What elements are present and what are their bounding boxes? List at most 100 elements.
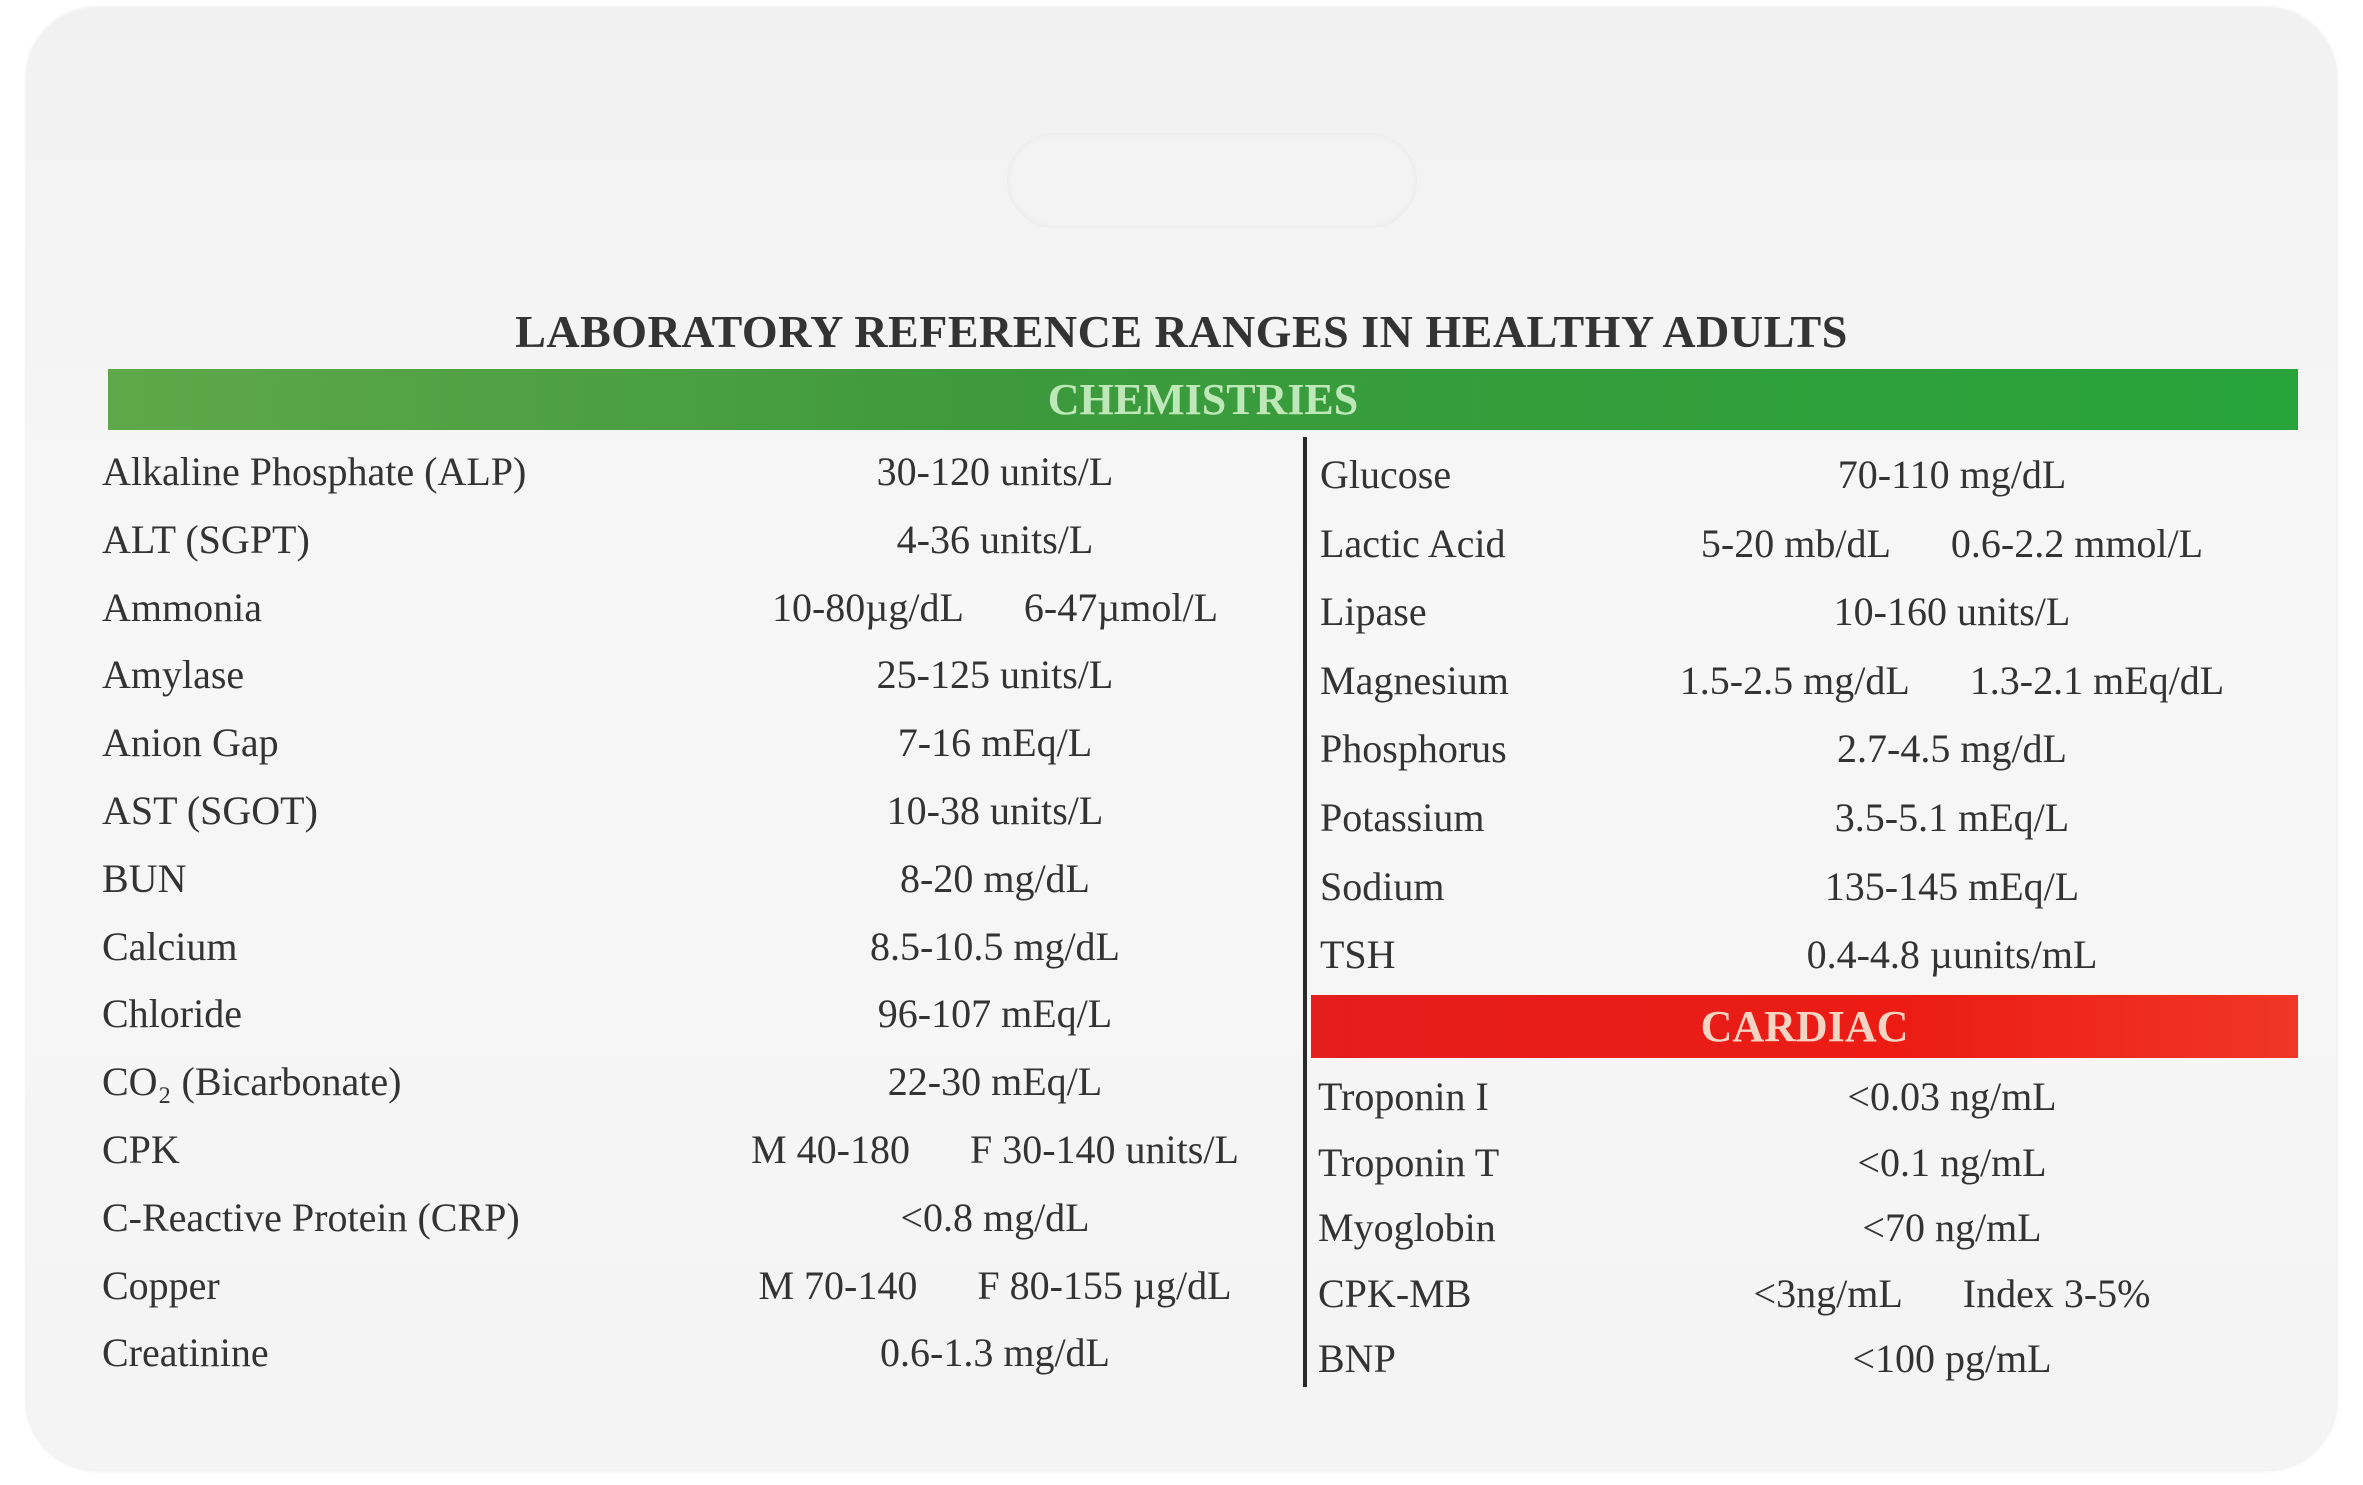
row-label: Amylase [102,652,245,698]
row-label: Glucose [1320,452,1452,497]
reference-range: M 70-140 [758,1262,918,1308]
reference-range: 6-47µmol/L [1023,584,1219,630]
row-values: 3.5-5.1 mEq/L [1835,788,2069,848]
reference-range: 0.6-1.3 mg/dL [880,1330,1110,1376]
row-values: <0.1 ng/mL [1857,1133,2046,1193]
table-row: Amylase 25-125 units/L [0,645,2363,705]
reference-range: <3ng/mL [1753,1270,1903,1316]
table-row: Anion Gap 7-16 mEq/L [0,713,2363,773]
row-values: 8-20 mg/dL [900,849,1090,909]
table-row: CPK-MB <3ng/mL Index 3-5% [0,1264,2363,1324]
row-label: Ammonia [102,584,262,630]
row-label: BUN [102,855,187,901]
card [27,8,2336,1470]
section-heading: CHEMISTRIES [108,369,2298,430]
row-label: Troponin I [1318,1074,1489,1119]
reference-range: 10-160 units/L [1833,589,2071,635]
row-values: 10-160 units/L [1834,582,2071,642]
table-row: Potassium 3.5-5.1 mEq/L [0,788,2363,848]
table-row: Creatinine 0.6-1.3 mg/dL [0,1323,2363,1383]
row-values: 5-20 mb/dL 0.6-2.2 mmol/L [1701,514,2203,574]
row-values: 25-125 units/L [877,645,1114,705]
reference-range: 10-38 units/L [886,788,1104,833]
reference-range: F 30-140 units/L [969,1127,1239,1172]
row-label: BNP [1318,1336,1396,1381]
reference-range: <0.8 mg/dL [900,1194,1090,1240]
badge-slot [1007,133,1417,228]
reference-range: 25-125 units/L [876,652,1114,698]
row-label: Phosphorus [1320,726,1507,772]
row-values: 4-36 units/L [897,510,1094,570]
table-row: AST (SGOT) 10-38 units/L [0,781,2363,841]
table-row: Lipase 10-160 units/L [0,582,2363,642]
reference-range: 2.7-4.5 mg/dL [1837,726,2067,772]
row-label: Chloride [102,991,242,1037]
table-row: CPK M 40-180 F 30-140 units/L [0,1120,2363,1180]
row-values: <0.03 ng/mL [1847,1067,2056,1127]
row-values: <70 ng/mL [1862,1198,2041,1258]
row-label: CO₂ (Bicarbonate) [102,1059,402,1105]
row-values: M 70-140 F 80-155 µg/dL [758,1256,1231,1316]
table-row: ALT (SGPT) 4-36 units/L [0,510,2363,570]
section-heading: CARDIAC [1311,995,2298,1058]
table-row: Myoglobin <70 ng/mL [0,1198,2363,1258]
table-row: Lactic Acid 5-20 mb/dL 0.6-2.2 mmol/L [0,514,2363,574]
row-values: <3ng/mL Index 3-5% [1754,1264,2151,1324]
reference-range: 135-145 mEq/L [1824,863,2080,909]
reference-range: Index 3-5% [1962,1270,2151,1316]
table-row: Troponin T <0.1 ng/mL [0,1133,2363,1193]
reference-range: 0.4-4.8 µunits/mL [1806,932,2098,978]
row-label: CPK-MB [1318,1270,1472,1316]
reference-range: <0.03 ng/mL [1847,1074,2057,1119]
table-row: CO₂ (Bicarbonate) 22-30 mEq/L [0,1052,2363,1112]
row-label: Troponin T [1318,1139,1500,1185]
row-label: Creatinine [102,1330,269,1376]
table-row: C-Reactive Protein (CRP) <0.8 mg/dL [0,1188,2363,1248]
row-values: <0.8 mg/dL [900,1188,1089,1248]
row-values: M 40-180 F 30-140 units/L [751,1120,1239,1180]
row-label: TSH [1320,932,1396,978]
row-label: Anion Gap [102,720,279,766]
reference-range: 96-107 mEq/L [877,991,1113,1037]
row-values: <100 pg/mL [1852,1329,2051,1389]
reference-range: 0.6-2.2 mmol/L [1950,520,2204,566]
reference-range: <0.1 ng/mL [1857,1139,2047,1185]
row-label: Potassium [1320,795,1485,840]
reference-range: 5-20 mb/dL [1700,520,1891,566]
reference-range: 10-80µg/dL [771,584,964,630]
row-values: 8.5-10.5 mg/dL [870,917,1120,977]
table-row: TSH 0.4-4.8 µunits/mL [0,925,2363,985]
row-label: Lipase [1320,589,1427,635]
row-label: AST (SGOT) [102,788,318,833]
reference-range: M 40-180 [751,1127,910,1172]
row-label: Alkaline Phosphate (ALP) [102,449,527,494]
table-row: Alkaline Phosphate (ALP) 30-120 units/L [0,442,2363,502]
row-label: Sodium [1320,863,1445,909]
reference-range: 8.5-10.5 mg/dL [870,923,1120,969]
table-row: Phosphorus 2.7-4.5 mg/dL [0,719,2363,779]
table-row: Sodium 135-145 mEq/L [0,857,2363,917]
row-values: 7-16 mEq/L [898,713,1092,773]
row-values: 0.4-4.8 µunits/mL [1807,925,2098,985]
column-divider [1303,437,1307,1387]
row-values: 22-30 mEq/L [888,1052,1102,1112]
reference-range: 7-16 mEq/L [897,720,1093,766]
reference-range: 3.5-5.1 mEq/L [1834,795,2070,840]
table-row: Glucose 70-110 mg/dL [0,445,2363,505]
reference-range: 4-36 units/L [896,516,1094,562]
table-row: Copper M 70-140 F 80-155 µg/dL [0,1256,2363,1316]
row-values: 30-120 units/L [877,442,1114,502]
row-values: 135-145 mEq/L [1825,857,2079,917]
table-row: Ammonia 10-80µg/dL 6-47µmol/L [0,578,2363,638]
row-label: Calcium [102,923,238,969]
table-row: Calcium 8.5-10.5 mg/dL [0,917,2363,977]
row-values: 10-80µg/dL 6-47µmol/L [772,578,1218,638]
row-label: ALT (SGPT) [102,516,310,562]
reference-range: F 80-155 µg/dL [977,1262,1232,1308]
row-values: 96-107 mEq/L [878,984,1112,1044]
row-values: 2.7-4.5 mg/dL [1837,719,2067,779]
reference-range: 8-20 mg/dL [900,855,1090,901]
card-title: LABORATORY REFERENCE RANGES IN HEALTHY A… [515,306,1848,357]
row-label: Lactic Acid [1320,520,1506,566]
row-values: 10-38 units/L [887,781,1104,841]
